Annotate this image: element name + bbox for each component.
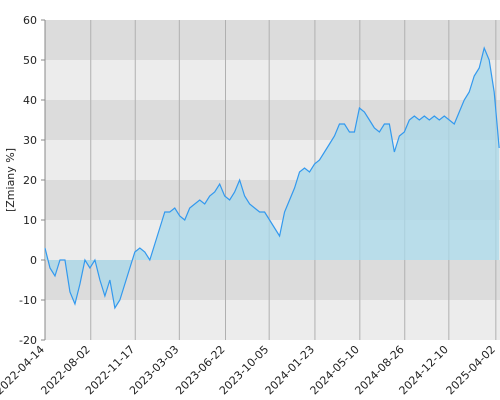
y-tick-label: 60: [23, 14, 37, 27]
y-tick-label: 10: [23, 214, 37, 227]
line: [44, 46, 500, 310]
y-tick-label: 0: [30, 254, 37, 267]
area: [45, 48, 500, 308]
y-tick-label: 50: [23, 54, 37, 67]
grid-band: [45, 60, 500, 100]
y-tick-label: 40: [23, 94, 37, 107]
y-axis-label: [Zmiany %]: [4, 148, 17, 212]
grid-band: [45, 300, 500, 340]
grid-band: [45, 20, 500, 60]
y-tick-label: 30: [23, 134, 37, 147]
y-tick-label: -20: [19, 334, 37, 347]
y-tick-label: -10: [19, 294, 37, 307]
x-tick-label: 2025-04-02: [444, 343, 498, 397]
y-tick-label: 20: [23, 174, 37, 187]
